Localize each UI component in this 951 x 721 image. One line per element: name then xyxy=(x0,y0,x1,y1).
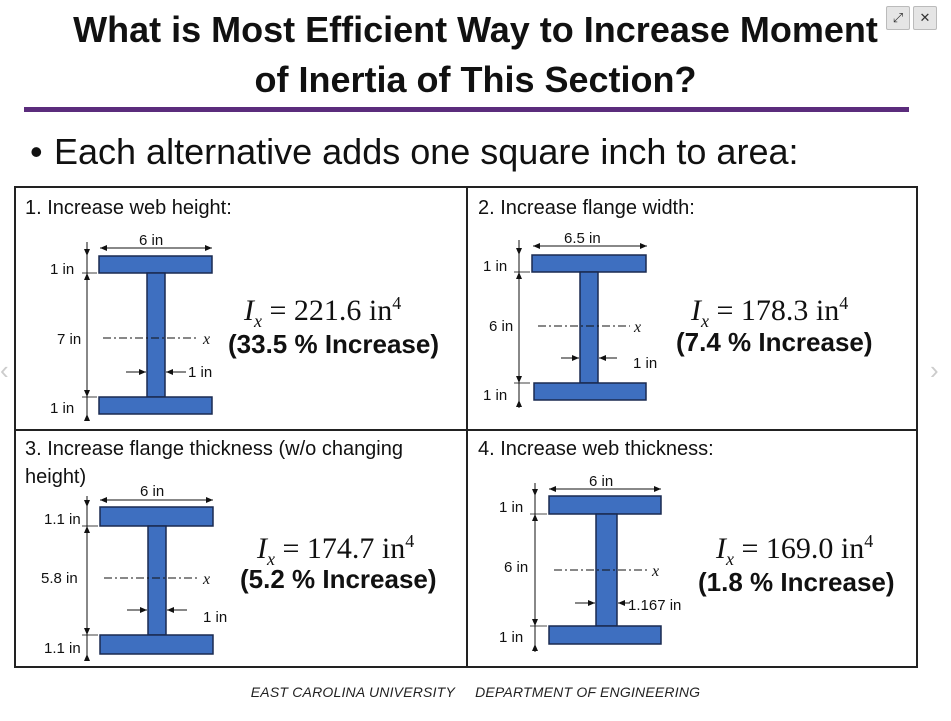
slide-title-line-1: What is Most Efficient Way to Increase M… xyxy=(73,9,878,50)
flange-width-label: 6 in xyxy=(140,483,165,500)
moment-of-inertia-formula: Ix = 174.7 in4 xyxy=(257,531,415,569)
close-icon[interactable]: ✕ xyxy=(913,6,937,30)
top-flange-label: 1 in xyxy=(499,499,524,516)
axis-label: x xyxy=(203,571,211,588)
panel-title: 4. Increase web thickness: xyxy=(478,438,714,460)
web-thickness-label: 1 in xyxy=(633,355,658,372)
panel-title: 1. Increase web height: xyxy=(25,197,232,219)
moment-of-inertia-formula: Ix = 169.0 in4 xyxy=(716,531,874,569)
footer-university: EAST CAROLINA UNIVERSITY xyxy=(250,684,455,700)
increase-percent: (7.4 % Increase) xyxy=(676,327,873,357)
bullet-point: • Each alternative adds one square inch t… xyxy=(30,130,799,174)
bottom-flange-label: 1 in xyxy=(483,387,508,404)
alternatives-grid xyxy=(14,186,918,668)
moment-of-inertia-formula: Ix = 221.6 in4 xyxy=(244,293,402,331)
panel-title-line-2: height) xyxy=(25,466,87,488)
next-arrow-icon[interactable]: › xyxy=(930,355,939,385)
web-thickness-label: 1 in xyxy=(203,609,228,626)
increase-percent: (1.8 % Increase) xyxy=(698,567,895,597)
top-flange-label: 1.1 in xyxy=(44,511,81,528)
title-divider xyxy=(24,107,909,112)
web-thickness-label: 1 in xyxy=(188,364,213,381)
panel-title-line-1: 3. Increase flange thickness (w/o changi… xyxy=(25,438,403,460)
prev-arrow-icon[interactable]: ‹ xyxy=(0,355,9,385)
grid-divider-vertical xyxy=(466,188,468,666)
expand-icon[interactable]: ⤢ xyxy=(886,6,910,30)
footer: EAST CAROLINA UNIVERSITY DEPARTMENT OF E… xyxy=(0,684,951,700)
moment-of-inertia-formula: Ix = 178.3 in4 xyxy=(691,293,849,331)
flange-width-label: 6 in xyxy=(139,232,164,249)
top-flange-label: 1 in xyxy=(50,261,75,278)
flange-width-label: 6 in xyxy=(589,473,614,490)
web-height-label: 7 in xyxy=(57,331,82,348)
increase-percent: (5.2 % Increase) xyxy=(240,564,437,594)
bottom-flange-label: 1 in xyxy=(50,400,75,417)
web-height-label: 6 in xyxy=(489,318,514,335)
flange-width-label: 6.5 in xyxy=(564,230,601,247)
axis-label: x xyxy=(634,319,642,336)
web-height-label: 6 in xyxy=(504,559,529,576)
web-height-label: 5.8 in xyxy=(41,570,78,587)
bullet-text: Each alternative adds one square inch to… xyxy=(54,131,799,172)
panel-title: 2. Increase flange width: xyxy=(478,197,695,219)
top-flange-label: 1 in xyxy=(483,258,508,275)
increase-percent: (33.5 % Increase) xyxy=(228,329,440,359)
axis-label: x xyxy=(652,563,660,580)
footer-department: DEPARTMENT OF ENGINEERING xyxy=(475,684,701,700)
bottom-flange-label: 1 in xyxy=(499,629,524,646)
web-thickness-label: 1.167 in xyxy=(628,597,682,614)
axis-label: x xyxy=(203,331,211,348)
slide-title-line-2: of Inertia of This Section? xyxy=(254,59,697,100)
grid-divider-horizontal xyxy=(16,429,916,431)
bullet-dot: • xyxy=(30,131,43,172)
bottom-flange-label: 1.1 in xyxy=(44,640,81,657)
